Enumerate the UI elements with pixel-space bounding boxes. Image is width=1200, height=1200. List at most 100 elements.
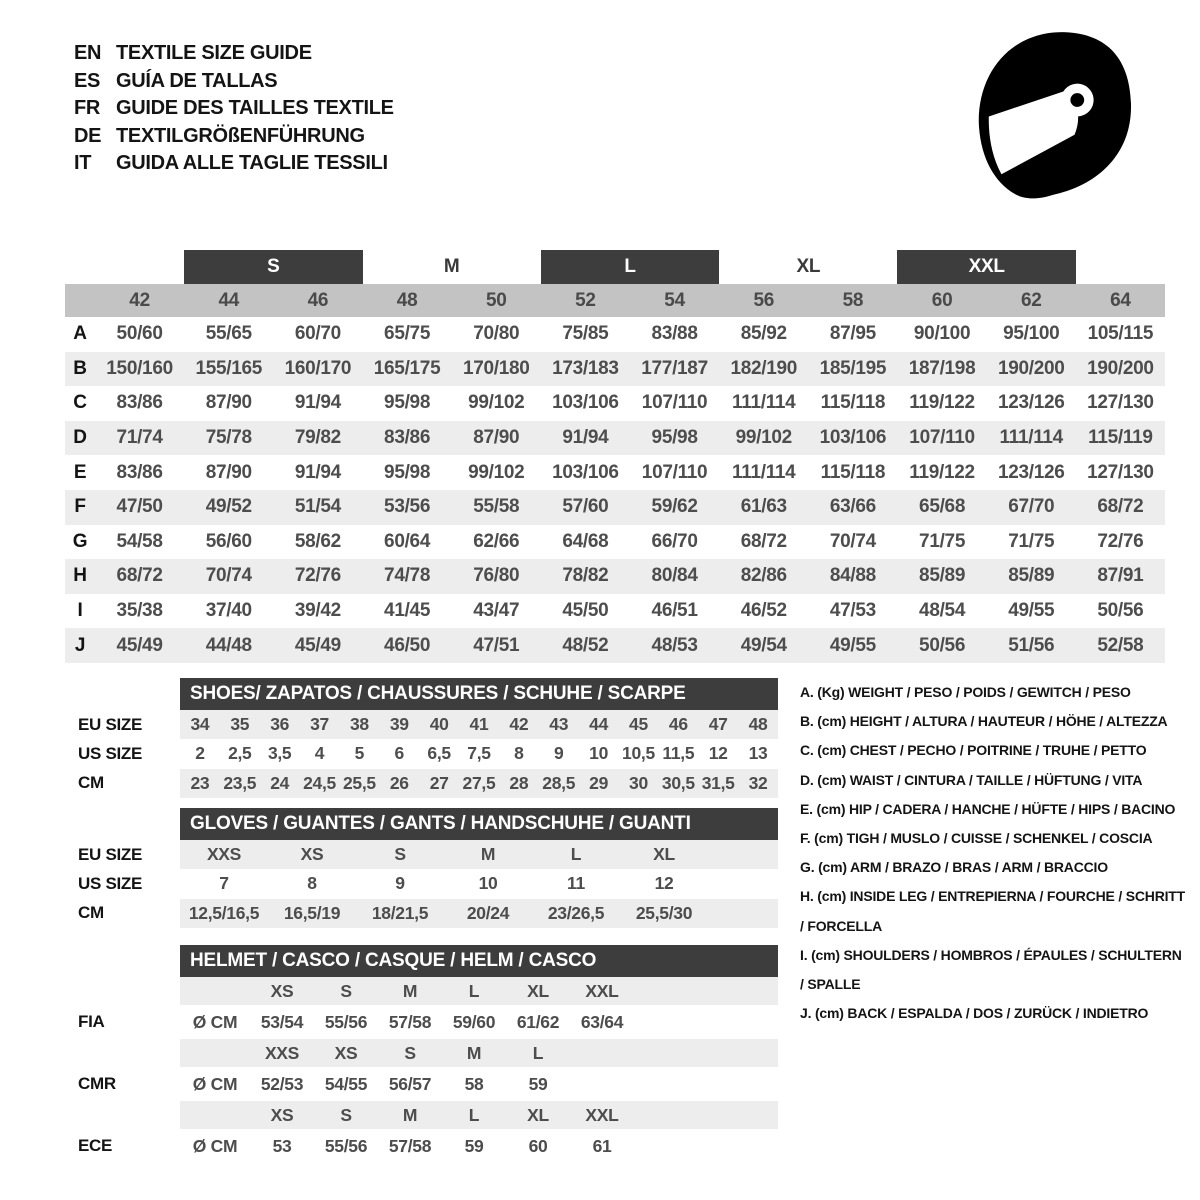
size-label: S <box>340 1104 352 1125</box>
value-cell: 31,5 <box>701 772 735 793</box>
size-value: 62/66 <box>473 530 520 552</box>
language-code: ES <box>74 69 101 92</box>
size-value: 83/88 <box>651 323 698 345</box>
measure-row: CM 23 23,5 24 24,5 25,5 26 27 27,5 28 28,5 29 30 30,5… <box>65 768 778 798</box>
size-value: 115/118 <box>820 392 886 414</box>
size-value: 83/86 <box>116 392 163 414</box>
value-cell: 11,5 <box>662 743 695 764</box>
size-columns-row: 42 44 46 48 50 52 54 56 58 60 62 64 <box>65 284 1165 317</box>
size-value: 127/130 <box>1087 461 1154 483</box>
size-value: 71/75 <box>919 530 966 552</box>
value-cell: 24 <box>270 772 290 793</box>
size-value: 56/60 <box>205 530 252 552</box>
value-cell: 23,5 <box>223 772 257 793</box>
value-cell: 40 <box>429 714 449 735</box>
value-cell: 27 <box>429 772 449 793</box>
value-cell: 45 <box>629 714 648 735</box>
legend-item: B. (cm) HEIGHT / ALTURA / HAUTEUR / HÖHE… <box>800 713 1168 730</box>
size-value: 91/94 <box>294 461 341 483</box>
value-cell: 28 <box>509 772 529 793</box>
legend-item: F. (cm) TIGH / MUSLO / CUISSE / SCHENKEL… <box>800 830 1153 847</box>
size-value: 57/60 <box>562 496 609 518</box>
value-cell: 43 <box>549 714 569 735</box>
size-value: 155/165 <box>195 357 263 379</box>
size-band-row: S M L XL XXL <box>65 250 1165 284</box>
size-value: 75/85 <box>562 323 609 345</box>
helmet-title-row: HELMET / CASCO / CASQUE / HELM / CASCO <box>65 945 778 977</box>
value-cell: 16,5/19 <box>283 902 341 923</box>
size-value: 44/48 <box>205 634 252 656</box>
row-values: 34 35 36 37 38 39 40 41 42 43 44 45 46 47 48 <box>180 710 778 740</box>
size-value: 95/100 <box>1003 323 1060 345</box>
size-value: 65/68 <box>919 496 966 518</box>
size-value: 46/51 <box>651 600 698 622</box>
size-label: M <box>402 1104 418 1125</box>
row-label <box>65 1039 180 1067</box>
size-value: 74/78 <box>384 565 431 587</box>
row-label: CM <box>78 903 104 923</box>
size-value: 91/94 <box>562 427 609 449</box>
size-value: 78/82 <box>562 565 609 587</box>
size-column-header: 60 <box>931 289 953 311</box>
size-column-header: 64 <box>1110 289 1131 311</box>
size-value: 70/74 <box>205 565 252 587</box>
band-spacer <box>1076 250 1165 284</box>
helmet-title: HELMET / CASCO / CASQUE / HELM / CASCO <box>180 945 778 977</box>
size-value: 82/86 <box>740 565 787 587</box>
value-cell: 57/58 <box>388 1011 432 1032</box>
row-label: C <box>73 392 87 414</box>
row-label: H <box>73 565 87 587</box>
value-cell: M <box>480 844 496 865</box>
row-label: US SIZE <box>78 743 143 763</box>
size-label: XL <box>527 980 549 1001</box>
value-cell: XL <box>653 844 675 865</box>
size-value: 150/160 <box>106 357 173 379</box>
gloves-rows: EU SIZE XXS XS S M L XL US SIZE 7 8 9 10 11 12 CM 12,5/… <box>65 840 778 928</box>
value-cell: 41 <box>469 714 489 735</box>
size-value: 45/50 <box>562 600 609 622</box>
size-label: XXL <box>585 980 619 1001</box>
size-value: 84/88 <box>829 565 876 587</box>
size-label: S <box>340 980 352 1001</box>
size-value: 49/55 <box>1008 600 1055 622</box>
size-value: 64/68 <box>562 530 609 552</box>
row-label: D <box>73 427 87 449</box>
helmet-sizes-row: XS S M L XL XXL <box>65 1101 778 1129</box>
value-cell: 13 <box>748 743 768 764</box>
size-band-xxl: XXL <box>897 250 1076 284</box>
language-list: EN TEXTILE SIZE GUIDE ES GUÍA DE TALLAS FR GU… <box>74 40 394 178</box>
value-cell: 59 <box>528 1073 548 1094</box>
value-cell: 26 <box>389 772 409 793</box>
size-value: 79/82 <box>294 427 341 449</box>
value-cell: 23/26,5 <box>547 902 605 923</box>
size-value: 127/130 <box>1087 392 1154 414</box>
value-cell: 9 <box>395 873 405 894</box>
value-cell: 7,5 <box>467 743 491 764</box>
value-cell: 29 <box>589 772 609 793</box>
value-cell: 8 <box>307 873 317 894</box>
language-code: DE <box>74 124 102 147</box>
row-label <box>65 1101 180 1129</box>
size-value: 103/106 <box>552 461 619 483</box>
value-cell: 42 <box>509 714 529 735</box>
value-cell: 11 <box>567 873 585 894</box>
size-value: 68/72 <box>1097 496 1144 518</box>
size-value: 105/115 <box>1087 323 1154 345</box>
value-cell: 12,5/16,5 <box>188 902 260 923</box>
size-value: 83/86 <box>384 427 431 449</box>
row-label: EU SIZE <box>78 714 143 734</box>
size-value: 46/50 <box>384 634 431 656</box>
size-value: 111/114 <box>999 427 1064 449</box>
size-label: L <box>532 1042 544 1063</box>
legend-item: G. (cm) ARM / BRAZO / BRAS / ARM / BRACC… <box>800 859 1108 876</box>
size-column-header: 46 <box>307 289 329 311</box>
value-cell: 12 <box>708 743 728 764</box>
row-label: A <box>73 323 87 345</box>
size-label: XS <box>270 1104 294 1125</box>
gloves-title-row: GLOVES / GUANTES / GANTS / HANDSCHUHE / … <box>65 808 778 840</box>
value-cell: 60 <box>528 1135 548 1156</box>
size-value: 85/89 <box>919 565 966 587</box>
value-cell: 61 <box>592 1135 612 1156</box>
size-row-b: B 150/160 155/165 160/170 165/175 170/180 173/… <box>65 351 1165 387</box>
size-value: 50/60 <box>116 323 163 345</box>
